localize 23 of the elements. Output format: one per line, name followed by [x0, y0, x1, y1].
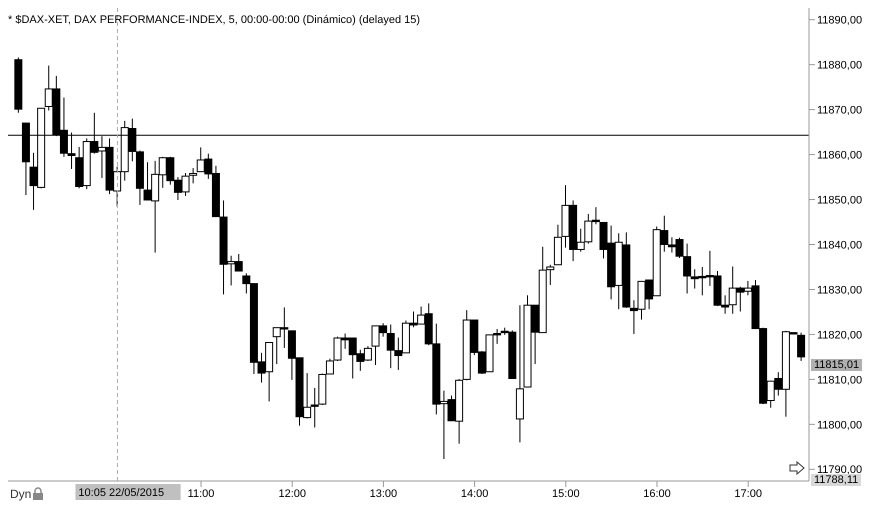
- y-tick-label: 11840,00: [817, 239, 862, 252]
- x-tick-label: 13:00: [370, 488, 398, 500]
- y-tick-label: 11880,00: [817, 60, 862, 72]
- y-tick-label: 11830,00: [817, 284, 862, 296]
- y-tick-label: 11890,00: [817, 14, 862, 27]
- ref-line-label: 10:05 22/05/2015: [78, 487, 164, 499]
- x-tick-label: 12:00: [278, 488, 306, 500]
- x-tick-label: 17:00: [734, 488, 762, 500]
- y-tick-label: 11820,00: [817, 329, 862, 342]
- text: * $DAX-XET, DAX PERFORMANCE-INDEX, 5, 00:00-00:00 (Dinámico) (delayed 15): [8, 14, 420, 26]
- y-tick-label: 11800,00: [817, 419, 862, 432]
- y-tick-label: 11860,00: [817, 149, 862, 162]
- y-tick-label: 11850,00: [817, 194, 862, 206]
- x-tick-label: 14:00: [460, 488, 488, 500]
- text: Dyn: [10, 487, 32, 501]
- text: 11788,11: [811, 474, 862, 486]
- y-tick-label: 11790,00: [817, 464, 862, 476]
- y-tick-label: 11870,00: [817, 104, 862, 117]
- x-tick-label: 16:00: [643, 488, 671, 500]
- text: 11815,01: [811, 359, 862, 371]
- x-tick-label: 15:00: [552, 488, 580, 500]
- x-tick-label: 11:00: [188, 488, 214, 500]
- y-tick-label: 11810,00: [817, 374, 862, 386]
